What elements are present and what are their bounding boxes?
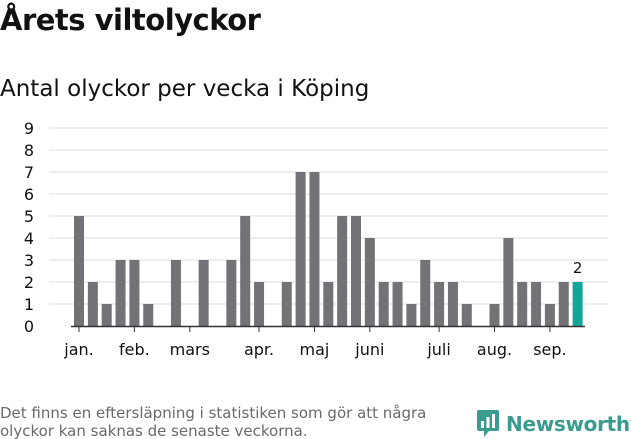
y-tick-label: 7 bbox=[24, 163, 34, 182]
y-axis-ticks: 0 1 2 3 4 5 6 7 8 9 bbox=[24, 119, 34, 336]
bar bbox=[364, 238, 375, 326]
bar bbox=[115, 260, 126, 326]
y-tick-label: 9 bbox=[24, 119, 34, 138]
y-tick-label: 1 bbox=[24, 295, 34, 314]
x-tick-label: juli bbox=[426, 340, 450, 359]
y-tick-label: 3 bbox=[24, 251, 34, 270]
bar bbox=[309, 172, 320, 326]
bar bbox=[143, 304, 154, 326]
bar bbox=[281, 282, 292, 326]
x-tick-label: sep. bbox=[533, 340, 566, 359]
bar bbox=[544, 304, 555, 326]
bar bbox=[129, 260, 140, 326]
bar bbox=[74, 216, 84, 326]
y-tick-label: 4 bbox=[24, 229, 34, 248]
bar bbox=[378, 282, 389, 326]
bar bbox=[323, 282, 334, 326]
x-tick-label: mars bbox=[170, 340, 210, 359]
bar-chart: 0 1 2 3 4 5 6 7 8 9 jan. feb. mars apr. maj juni juli au… bbox=[24, 119, 608, 359]
bar bbox=[101, 304, 112, 326]
bar bbox=[531, 282, 542, 326]
chart-subtitle: Antal olyckor per vecka i Köping bbox=[0, 76, 370, 102]
bar bbox=[226, 260, 237, 326]
bar bbox=[406, 304, 417, 326]
bar bbox=[392, 282, 403, 326]
x-axis-ticks: jan. feb. mars apr. maj juni juli aug. sep. bbox=[63, 326, 567, 359]
bar bbox=[420, 260, 431, 326]
x-tick-label: aug. bbox=[477, 340, 512, 359]
brand[interactable]: Newsworthy bbox=[476, 409, 631, 439]
bar bbox=[447, 282, 458, 326]
page-title: Årets viltolyckor bbox=[0, 3, 261, 37]
x-tick-label: juni bbox=[354, 340, 384, 359]
bar bbox=[254, 282, 265, 326]
data-labels: 2 bbox=[573, 259, 583, 277]
footnote: Det finns en eftersläpning i statistiken… bbox=[0, 404, 427, 439]
bar bbox=[351, 216, 361, 326]
y-tick-label: 0 bbox=[24, 317, 34, 336]
data-label: 2 bbox=[573, 259, 583, 277]
bar-highlight bbox=[572, 282, 583, 326]
bar bbox=[295, 172, 306, 326]
bar bbox=[434, 282, 445, 326]
newsworthy-logo-icon bbox=[477, 410, 499, 437]
y-tick-label: 2 bbox=[24, 273, 34, 292]
bar bbox=[558, 282, 569, 326]
bar bbox=[240, 216, 251, 326]
bar bbox=[87, 282, 98, 326]
x-tick-label: maj bbox=[300, 340, 330, 359]
x-tick-label: feb. bbox=[119, 340, 150, 359]
x-tick-label: jan. bbox=[63, 340, 93, 359]
x-tick-label: apr. bbox=[244, 340, 274, 359]
bar bbox=[503, 238, 514, 326]
bar bbox=[337, 216, 348, 326]
y-tick-label: 5 bbox=[24, 207, 34, 226]
bar bbox=[198, 260, 209, 326]
gridlines bbox=[49, 127, 608, 305]
bar bbox=[489, 304, 500, 326]
bar bbox=[461, 304, 472, 326]
bars bbox=[74, 172, 583, 326]
y-tick-label: 8 bbox=[24, 141, 34, 160]
y-tick-label: 6 bbox=[24, 185, 34, 204]
brand-name: Newsworthy bbox=[506, 412, 631, 436]
bar bbox=[517, 282, 528, 326]
bar bbox=[170, 260, 181, 326]
